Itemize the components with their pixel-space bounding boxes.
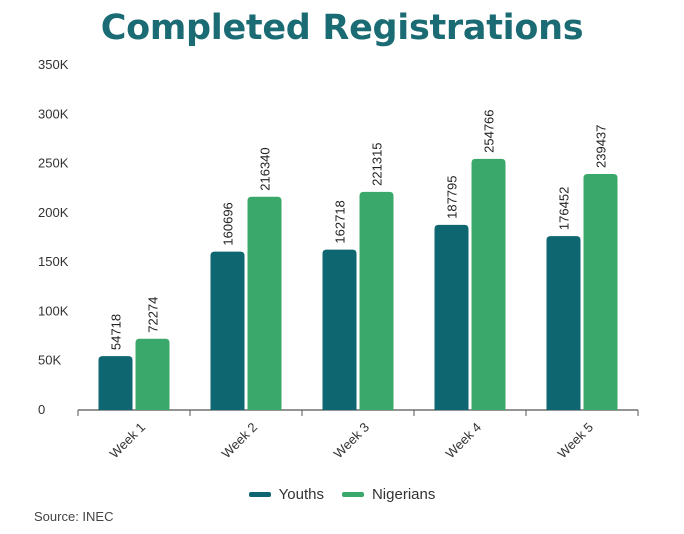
data-label: 216340 (258, 147, 273, 190)
bar-nigerians[interactable] (583, 173, 618, 410)
data-label: 187795 (445, 175, 460, 218)
x-tick-label: Week 3 (331, 420, 373, 462)
bar-youths[interactable] (210, 251, 245, 410)
y-tick-label: 100K (38, 303, 69, 318)
x-axis: Week 1 Week 2 Week 3 Week 4 Week 5 (77, 409, 639, 462)
y-tick-label: 150K (38, 254, 69, 269)
data-labels-group: 54718 72274 160696 216340 162718 221315 187795… (109, 109, 609, 350)
legend: Youths Nigerians (0, 486, 684, 503)
bar-youths[interactable] (546, 236, 581, 410)
bar-nigerians[interactable] (135, 338, 170, 410)
y-tick-label: 350K (38, 57, 69, 72)
data-label: 54718 (109, 314, 124, 350)
source-note: Source: INEC (34, 509, 114, 524)
x-tick-label: Week 4 (443, 420, 485, 462)
data-label: 162718 (333, 200, 348, 243)
bar-youths[interactable] (322, 249, 357, 410)
bar-nigerians[interactable] (359, 191, 394, 410)
x-tick-label: Week 2 (219, 420, 261, 462)
x-tick-label: Week 1 (107, 420, 149, 462)
legend-swatch-nigerians (341, 492, 364, 497)
legend-swatch-youths (248, 492, 271, 497)
data-label: 160696 (221, 202, 236, 245)
legend-item-youths[interactable]: Youths (248, 486, 324, 503)
y-axis: 0 50K 100K 150K 200K 250K 300K 350K (38, 57, 69, 417)
legend-label-youths: Youths (278, 486, 324, 503)
y-tick-label: 200K (38, 205, 69, 220)
data-label: 254766 (482, 109, 497, 152)
data-label: 239437 (594, 125, 609, 168)
y-tick-label: 50K (38, 353, 61, 368)
bar-nigerians[interactable] (471, 158, 506, 410)
y-tick-label: 250K (38, 156, 69, 171)
legend-item-nigerians[interactable]: Nigerians (341, 486, 436, 503)
bar-nigerians[interactable] (247, 196, 282, 410)
legend-label-nigerians: Nigerians (371, 486, 436, 503)
bar-youths[interactable] (434, 224, 469, 410)
chart-title: Completed Registrations (100, 8, 584, 48)
x-tick-label: Week 5 (555, 420, 597, 462)
data-label: 221315 (370, 142, 385, 185)
y-tick-label: 300K (38, 106, 69, 121)
data-label: 176452 (557, 187, 572, 230)
bar-youths[interactable] (98, 356, 133, 410)
y-tick-label: 0 (38, 402, 45, 417)
data-label: 72274 (146, 297, 161, 333)
bars-group (98, 158, 618, 410)
